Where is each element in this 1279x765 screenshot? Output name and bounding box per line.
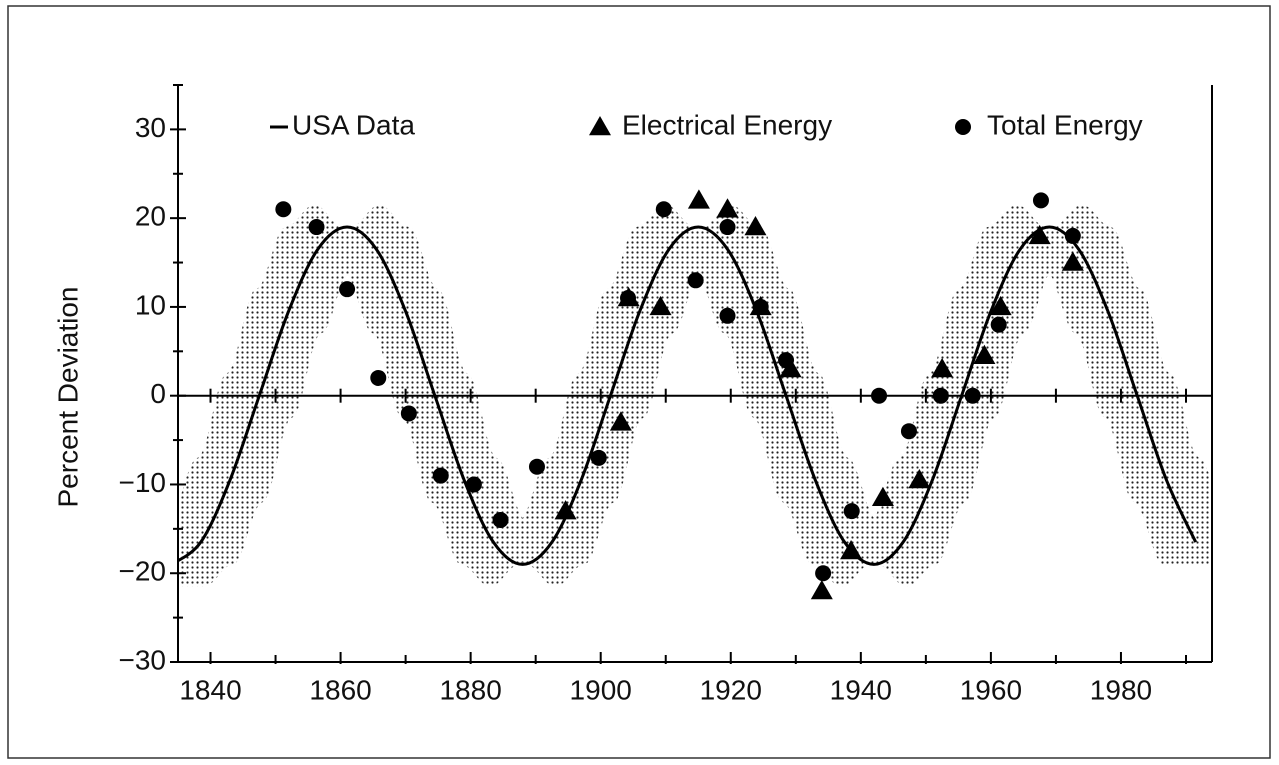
circle-point xyxy=(719,307,736,324)
triangle-point xyxy=(908,469,931,489)
triangle-point xyxy=(779,358,802,378)
circle-point xyxy=(492,511,509,528)
circle-point xyxy=(900,423,917,440)
plot-area xyxy=(178,189,1212,600)
triangle-point xyxy=(744,216,767,236)
triangle-point xyxy=(687,189,710,209)
y-tick-label: 20 xyxy=(135,201,166,232)
circle-point xyxy=(308,219,325,236)
triangle-point xyxy=(554,500,577,520)
circle-point xyxy=(687,272,704,289)
frame xyxy=(7,5,1271,759)
circle-point xyxy=(620,290,637,307)
x-tick-label: 1880 xyxy=(439,674,501,705)
circle-point xyxy=(432,467,449,484)
circle-point xyxy=(528,458,545,475)
circle-point xyxy=(843,503,860,520)
triangle-point xyxy=(840,540,863,560)
x-tick-label: 1940 xyxy=(830,674,892,705)
confidence-band xyxy=(178,204,1212,587)
legend-triangle xyxy=(589,116,611,136)
x-tick-label: 1920 xyxy=(700,674,762,705)
triangle-point xyxy=(810,579,833,600)
y-tick-label: 30 xyxy=(135,112,166,143)
legend-circle xyxy=(955,119,971,135)
circle-point xyxy=(590,449,607,466)
circle-point xyxy=(752,298,769,315)
circle-point xyxy=(815,565,832,582)
circle-point xyxy=(990,316,1007,333)
y-tick-label: −30 xyxy=(119,644,167,675)
circle-point xyxy=(400,405,417,422)
x-tick-label: 1840 xyxy=(179,674,241,705)
y-tick-label: −10 xyxy=(119,467,167,498)
circle-point xyxy=(275,201,292,218)
circle-point xyxy=(655,201,672,218)
triangle-point xyxy=(989,295,1012,316)
circle-point xyxy=(339,281,356,298)
x-tick-label: 1860 xyxy=(309,674,371,705)
circle-point xyxy=(465,476,482,493)
triangle-point xyxy=(1028,224,1051,245)
circle-point xyxy=(719,219,736,236)
circle-point xyxy=(778,352,795,369)
circle-point xyxy=(370,369,387,386)
curve xyxy=(178,225,1198,566)
triangle-point xyxy=(973,344,996,364)
circle-point xyxy=(1064,227,1081,244)
legend-label: Electrical Energy xyxy=(622,109,832,140)
triangle-point xyxy=(931,358,954,378)
triangle-point xyxy=(1061,251,1084,271)
circle-point xyxy=(1032,192,1049,209)
triangle-point xyxy=(649,295,672,316)
legend-label: Total Energy xyxy=(987,109,1143,140)
y-axis-label: Percent Deviation xyxy=(52,286,83,507)
y-tick-label: 0 xyxy=(150,378,166,409)
legend-label: USA Data xyxy=(292,109,415,140)
x-tick-label: 1900 xyxy=(570,674,632,705)
triangle-point xyxy=(609,411,632,431)
x-tick-label: 1960 xyxy=(960,674,1022,705)
triangle-point xyxy=(871,486,894,507)
x-tick-label: 1980 xyxy=(1090,674,1152,705)
triangle-point xyxy=(716,198,739,218)
y-tick-label: 10 xyxy=(135,289,166,320)
y-tick-label: −20 xyxy=(119,556,167,587)
